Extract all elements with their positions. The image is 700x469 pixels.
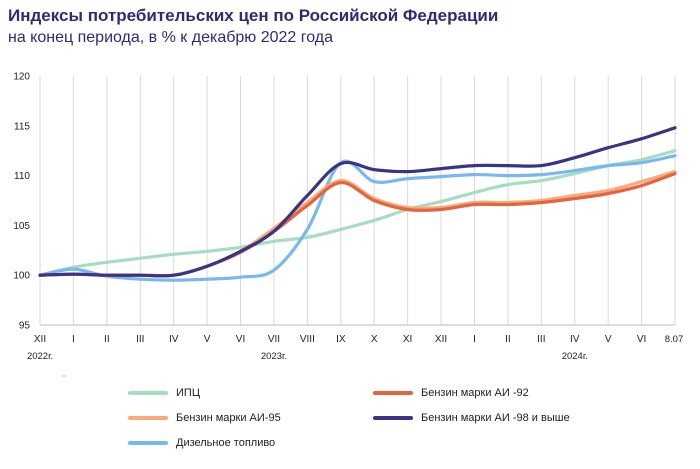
x-tick-label: VI: [236, 334, 245, 345]
y-tick-label: 115: [14, 121, 30, 132]
y-tick-label: 100: [13, 271, 30, 282]
x-tick-label: XII: [435, 334, 447, 345]
x-tick-label: IV: [169, 334, 179, 345]
x-tick-label: VI: [637, 334, 646, 345]
series-line-4: [38, 154, 677, 282]
series-line-0: [38, 149, 677, 277]
year-label: 2022г.: [27, 351, 53, 362]
x-tick-label: II: [104, 334, 110, 345]
x-tick-label: X: [371, 334, 378, 345]
x-tick-label: VII: [268, 334, 280, 345]
y-tick-label: 105: [13, 221, 30, 232]
x-tick-label: III: [136, 334, 144, 345]
series-line-3: [38, 126, 677, 278]
x-tick-label: XI: [403, 334, 412, 345]
x-tick-label: IX: [336, 334, 346, 345]
y-tick-label: 95: [19, 321, 31, 332]
y-tick-label: 110: [14, 171, 30, 182]
x-tick-label: V: [605, 334, 612, 345]
x-tick-label: II: [505, 334, 511, 345]
x-tick-label: VIII: [300, 334, 315, 345]
x-tick-label: XII: [34, 334, 46, 345]
x-tick-label: V: [204, 334, 211, 345]
x-tick-label: I: [72, 334, 75, 345]
y-tick-label: 120: [13, 72, 30, 83]
x-tick-label: 8.07: [665, 334, 684, 345]
chart-title: Индексы потребительских цен по Российско…: [8, 6, 499, 25]
year-label: 2024г.: [562, 351, 588, 362]
year-label: 2023г.: [261, 351, 287, 362]
x-tick-label: I: [473, 334, 476, 345]
chart-subtitle: на конец периода, в % к декабрю 2022 год…: [8, 29, 334, 46]
x-tick-label: IV: [570, 334, 580, 345]
x-tick-label: III: [537, 334, 545, 345]
